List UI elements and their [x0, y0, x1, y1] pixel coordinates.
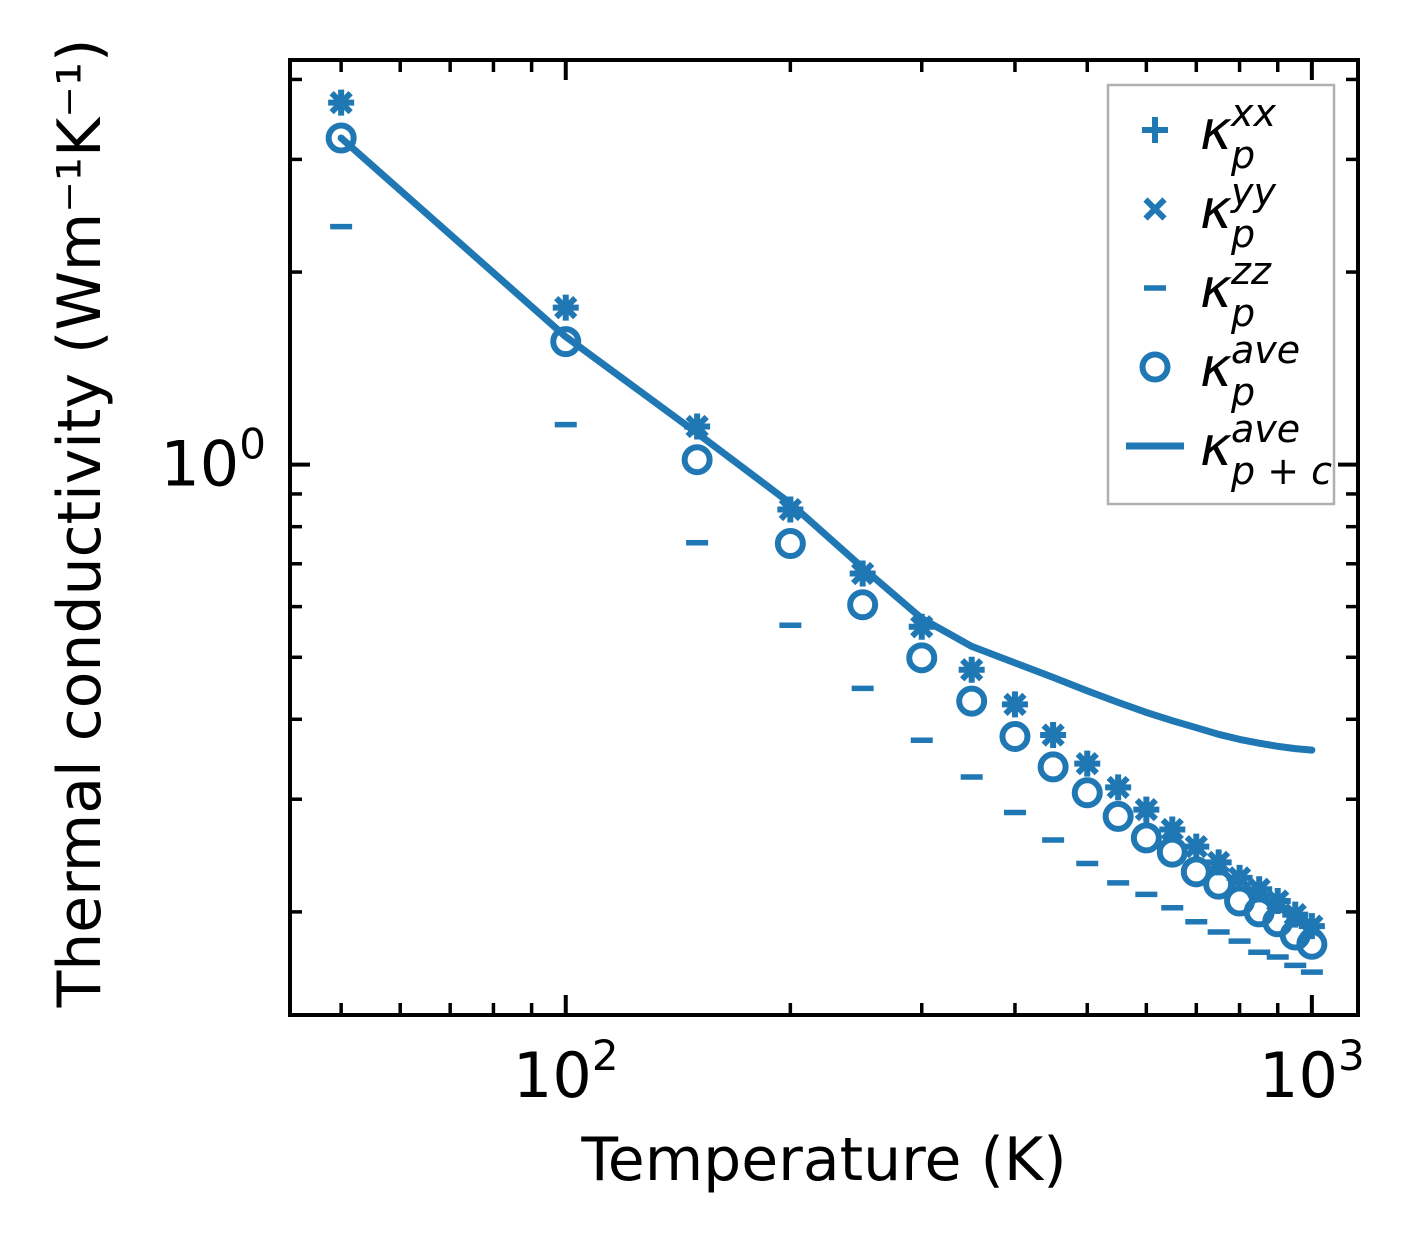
legend-entry-kappa-p-zz: κ zzp	[1144, 249, 1272, 335]
series-kappa-p-ave	[325, 122, 1328, 960]
legend-label-sub: p	[1230, 370, 1255, 414]
legend-frame	[1106, 83, 1336, 506]
legend-label-sub: p	[1230, 133, 1255, 177]
x-tick-label: 103	[1259, 1031, 1365, 1112]
tick-labels: 102 103 100	[160, 420, 1364, 1112]
y-axis-label: Thermal conductivity (Wm⁻¹K⁻¹)	[45, 38, 115, 1008]
legend-label-base: κ	[1200, 415, 1232, 478]
legend-label-base: κ	[1200, 257, 1232, 320]
legend-label-base: κ	[1200, 178, 1232, 241]
legend-label-sub: p	[1230, 212, 1255, 256]
legend-entry-kappa-p-yy: κ yyp	[1143, 170, 1276, 256]
legend-label-base: κ	[1200, 99, 1232, 162]
legend-entry-kappa-p-xx: κ xxp	[1142, 91, 1276, 177]
plot-frame	[288, 58, 1360, 1017]
legend-label-sub: p + c	[1230, 449, 1332, 493]
legend-label-sup: yy	[1230, 170, 1276, 214]
y-tick-label: 100	[160, 420, 266, 501]
legend-label-sup: ave	[1231, 328, 1300, 372]
legend-label-sup: xx	[1230, 91, 1276, 135]
series-kappa-p-plus-c-ave	[337, 134, 1316, 754]
legend-label-sup: zz	[1230, 249, 1272, 293]
x-tick-label: 102	[513, 1031, 619, 1112]
legend-label-base: κ	[1200, 336, 1232, 399]
series-kappa-p-zz	[330, 223, 1323, 975]
legend-label-sup: ave	[1231, 407, 1300, 451]
legend-label-sub: p	[1230, 291, 1255, 335]
series-kappa-p-yy	[329, 90, 1324, 938]
x-axis-label: Temperature (K)	[581, 1125, 1067, 1195]
